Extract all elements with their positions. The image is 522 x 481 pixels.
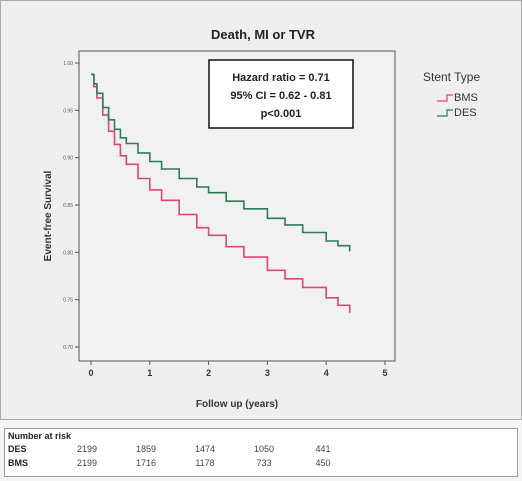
risk-cell: 2199 xyxy=(76,458,98,468)
annotation-line-3: p<0.001 xyxy=(261,108,302,120)
risk-row-label: DES xyxy=(8,444,27,454)
risk-cell: 1050 xyxy=(253,444,275,454)
risk-cell: 733 xyxy=(256,458,272,468)
y-tick-label: 0.85 xyxy=(63,203,73,209)
chart-title: Death, MI or TVR xyxy=(211,27,316,42)
legend-label-des: DES xyxy=(454,107,477,119)
number-at-risk-table: Number at risk DES 2199 1859 1474 1050 4… xyxy=(4,428,518,477)
x-tick-label: 0 xyxy=(88,368,93,378)
y-tick-label: 0.95 xyxy=(63,108,73,114)
y-tick-label: 0.75 xyxy=(63,298,73,304)
legend-swatch-des xyxy=(437,109,453,117)
x-tick-label: 5 xyxy=(382,368,387,378)
risk-cell: 450 xyxy=(315,458,331,468)
risk-cell: 1178 xyxy=(195,458,215,468)
legend-title: Stent Type xyxy=(423,70,480,84)
x-axis-ticks: 0 1 2 3 4 5 xyxy=(88,361,388,378)
risk-table-title: Number at risk xyxy=(8,431,72,441)
y-axis-label: Event-free Survival xyxy=(43,170,54,261)
y-axis-ticks: 0.70 0.75 0.80 0.85 0.90 0.95 1.00 xyxy=(63,61,79,351)
series-layer xyxy=(91,73,351,313)
x-axis-label: Follow up (years) xyxy=(196,399,278,410)
legend-swatch-bms xyxy=(437,94,453,102)
legend: Stent Type BMS DES xyxy=(423,70,480,119)
risk-row-label: BMS xyxy=(8,458,28,468)
legend-label-bms: BMS xyxy=(454,92,478,104)
x-tick-label: 1 xyxy=(147,368,152,378)
hazard-ratio-box: Hazard ratio = 0.71 95% CI = 0.62 - 0.81… xyxy=(208,59,354,129)
risk-cell: 1716 xyxy=(135,458,157,468)
y-tick-label: 0.80 xyxy=(63,250,73,256)
annotation-line-1: Hazard ratio = 0.71 xyxy=(232,72,330,84)
legend-entry-des: DES xyxy=(437,107,477,119)
legend-entry-bms: BMS xyxy=(437,92,478,104)
survival-chart: Death, MI or TVR Follow up (years) Event… xyxy=(43,27,480,410)
y-tick-label: 0.90 xyxy=(63,156,73,162)
x-tick-label: 3 xyxy=(265,368,270,378)
annotation-line-2: 95% CI = 0.62 - 0.81 xyxy=(230,90,331,102)
y-tick-label: 0.70 xyxy=(63,345,73,351)
risk-cell: 1474 xyxy=(194,444,216,454)
x-tick-label: 2 xyxy=(206,368,211,378)
series-line-des xyxy=(91,73,351,252)
risk-cell: 2199 xyxy=(76,444,98,454)
chart-frame: Death, MI or TVR Follow up (years) Event… xyxy=(0,0,522,420)
risk-cell: 1859 xyxy=(135,444,157,454)
risk-cell: 441 xyxy=(315,444,331,454)
risk-row-des: DES 2199 1859 1474 1050 441 xyxy=(5,444,517,456)
risk-row-bms: BMS 2199 1716 1178 733 450 xyxy=(5,458,517,470)
x-tick-label: 4 xyxy=(324,368,329,378)
y-tick-label: 1.00 xyxy=(63,61,73,67)
